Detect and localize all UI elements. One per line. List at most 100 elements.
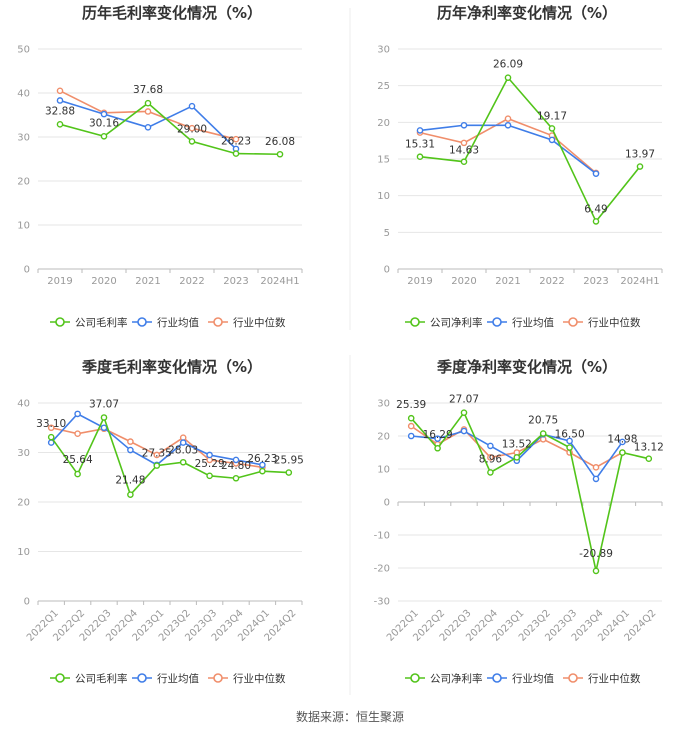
- y-tick-label: 10: [377, 465, 390, 476]
- data-point-industry_mean: [179, 439, 187, 446]
- x-tick-label: 2021: [495, 276, 520, 287]
- data-point-company: [513, 454, 521, 461]
- data-label: 15.31: [405, 139, 435, 151]
- x-tick-label: 2023: [583, 276, 608, 287]
- x-tick-label: 2024H1: [260, 276, 299, 287]
- y-tick-label: -30: [374, 597, 390, 608]
- data-point-industry_mean: [127, 446, 134, 454]
- legend-label: 行业均值: [512, 316, 554, 329]
- data-point-industry_mean: [188, 102, 196, 110]
- y-tick-label: 50: [17, 45, 30, 56]
- chart-annual-gross: 历年毛利率变化情况（%） 0 10 20 30 40 50 2019 2020 2021 2022 2…: [17, 4, 303, 329]
- data-label: 13.52: [502, 438, 532, 450]
- legend-label: 公司净利率: [430, 316, 483, 329]
- data-point-industry_mean: [460, 121, 468, 129]
- y-tick-label: 20: [377, 118, 390, 129]
- legend-label: 公司毛利率: [75, 672, 128, 685]
- legend-label: 公司净利率: [430, 672, 483, 685]
- y-tick-label: 0: [384, 498, 390, 509]
- data-point-company: [434, 444, 441, 452]
- data-point-industry_mean: [259, 461, 266, 469]
- data-label: 30.16: [89, 117, 119, 129]
- data-label: 20.75: [528, 415, 558, 427]
- data-label: 32.88: [45, 105, 75, 117]
- source-note: 数据来源：恒生聚源: [296, 709, 404, 724]
- legend-label: 行业中位数: [588, 316, 641, 329]
- legend-label: 行业中位数: [233, 316, 286, 329]
- y-tick-label: 20: [17, 498, 30, 509]
- legend-item-industry_mean: 行业均值: [132, 316, 199, 329]
- y-tick-label: 25: [377, 81, 390, 92]
- data-label: 33.10: [36, 418, 66, 430]
- y-tick-label: 5: [384, 228, 390, 239]
- legend-swatch-marker: [213, 317, 223, 327]
- data-point-industry_mean: [407, 432, 415, 440]
- data-point-company: [636, 163, 644, 170]
- legend-swatch-marker: [410, 317, 420, 327]
- data-point-company: [460, 158, 468, 166]
- data-point-industry_median: [460, 139, 468, 147]
- y-tick-label: 10: [377, 191, 390, 202]
- data-label: 14.63: [449, 145, 479, 157]
- data-label: 8.96: [479, 453, 503, 465]
- data-point-industry_mean: [504, 121, 512, 129]
- legend-label: 公司毛利率: [75, 316, 128, 329]
- x-tick-label: 2023: [223, 276, 248, 287]
- data-point-industry_mean: [206, 451, 213, 459]
- data-point-company: [407, 414, 415, 422]
- data-point-company: [153, 462, 161, 469]
- data-point-industry_mean: [144, 124, 152, 131]
- data-point-industry_mean: [56, 97, 64, 104]
- chart-legend: 公司毛利率 行业均值 行业中位数: [50, 316, 286, 329]
- legend-label: 行业中位数: [588, 672, 641, 685]
- data-label: 28.03: [168, 444, 198, 456]
- legend-swatch-marker: [568, 317, 578, 327]
- legend-item-industry_median: 行业中位数: [563, 316, 641, 329]
- x-tick-label: 2020: [451, 276, 476, 287]
- data-label: 6.49: [584, 203, 607, 215]
- data-label: 21.48: [115, 475, 145, 487]
- chart-quarterly-gross: 季度毛利率变化情况（%）0102030402022Q12022Q22022Q32…: [17, 358, 304, 685]
- y-tick-label: -10: [374, 531, 390, 542]
- data-point-company: [100, 132, 108, 140]
- x-tick-label: 2022: [179, 276, 204, 287]
- data-label: 27.07: [449, 394, 479, 406]
- data-point-industry_mean: [232, 456, 240, 464]
- y-tick-label: 30: [17, 448, 30, 459]
- y-tick-label: 30: [17, 133, 30, 144]
- data-label: -20.89: [579, 548, 613, 560]
- y-tick-label: 20: [17, 177, 30, 188]
- data-label: 13.97: [625, 149, 655, 161]
- x-tick-label: 2024H1: [620, 276, 659, 287]
- data-label: 25.29: [195, 458, 225, 470]
- data-point-company: [619, 449, 626, 456]
- data-point-industry_mean: [592, 475, 600, 483]
- data-point-company: [548, 125, 556, 132]
- y-tick-label: 0: [24, 265, 30, 276]
- data-point-industry_mean: [434, 435, 441, 442]
- data-point-industry_mean: [100, 424, 108, 432]
- data-point-industry_mean: [619, 438, 626, 446]
- y-tick-label: 10: [17, 547, 30, 558]
- legend-item-industry_mean: 行业均值: [132, 672, 199, 685]
- data-label: 26.23: [247, 453, 277, 465]
- data-point-company: [487, 469, 494, 476]
- x-tick-label: 2021: [135, 276, 160, 287]
- data-point-industry_median: [144, 108, 152, 115]
- data-point-company: [592, 218, 600, 225]
- data-point-industry_mean: [592, 170, 600, 177]
- data-point-industry_median: [153, 451, 161, 459]
- legend-swatch-marker: [568, 673, 578, 683]
- data-label: 16.50: [555, 429, 585, 441]
- chart-title: 季度毛利率变化情况（%）: [82, 358, 262, 376]
- y-tick-label: 40: [17, 89, 30, 100]
- data-label: 25.39: [396, 399, 426, 411]
- series-line-company: [59, 102, 281, 156]
- data-point-industry_median: [74, 430, 81, 437]
- chart-annual-net: 历年净利率变化情况（%） 0 5 10 15 20 25 30 2019 2020 2021 2022…: [377, 4, 663, 329]
- data-label: 26.08: [265, 136, 295, 148]
- data-point-company: [47, 433, 55, 441]
- y-tick-label: 15: [377, 155, 390, 166]
